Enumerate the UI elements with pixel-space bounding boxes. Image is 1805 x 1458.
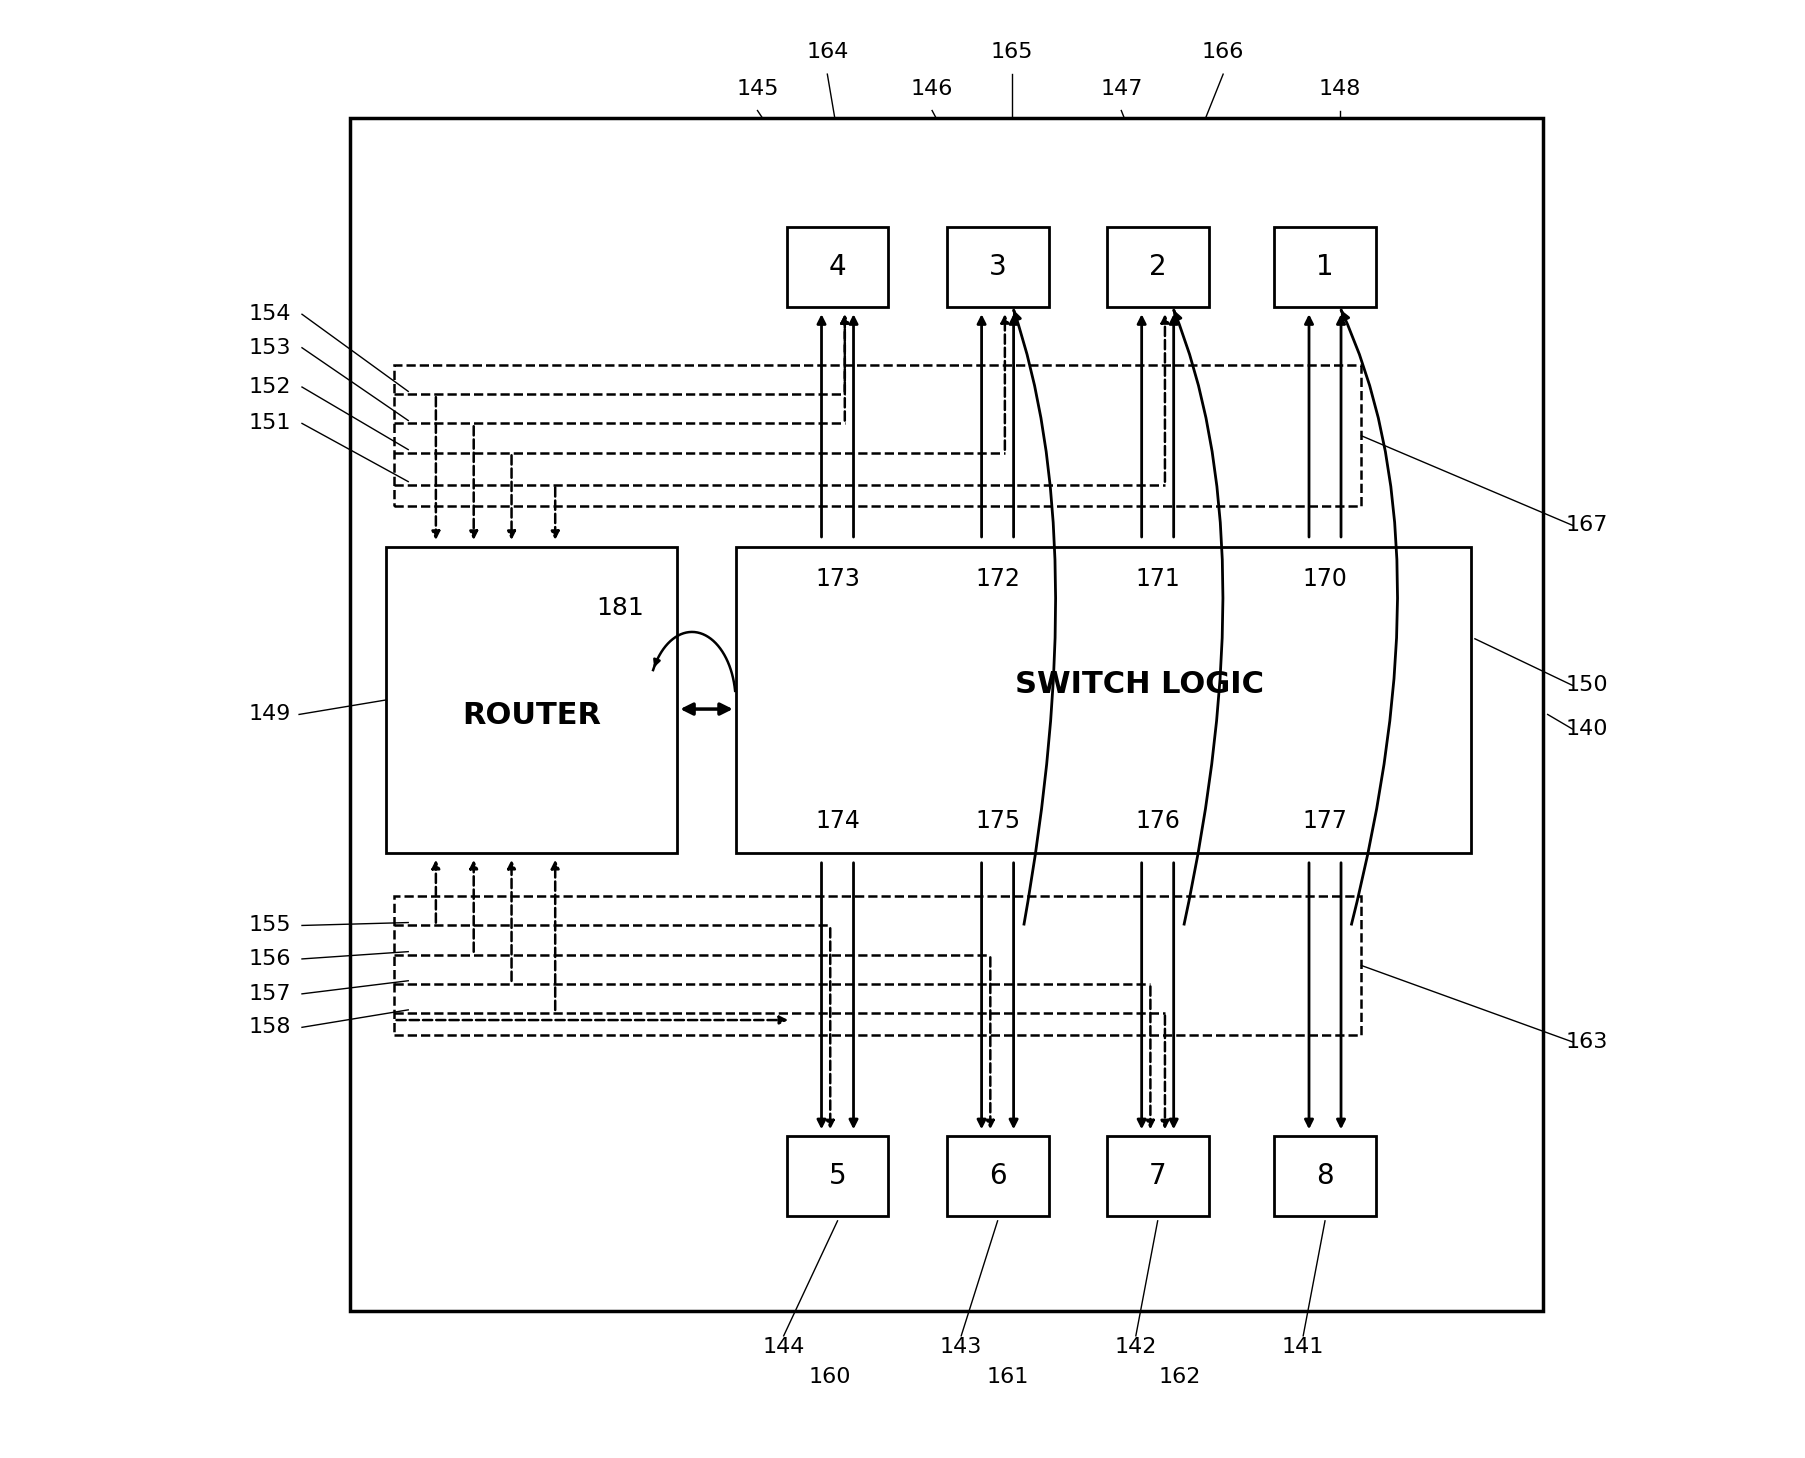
Text: 160: 160 [809, 1366, 850, 1387]
Bar [946, 227, 1049, 308]
Text: 166: 166 [1202, 42, 1244, 63]
Text: 171: 171 [1135, 567, 1179, 590]
Bar [946, 1136, 1049, 1216]
Text: 174: 174 [814, 809, 859, 833]
Text: 145: 145 [736, 79, 778, 99]
Text: 6: 6 [987, 1162, 1005, 1191]
Text: 158: 158 [249, 1018, 291, 1037]
Text: 1: 1 [1316, 254, 1334, 281]
Text: 2: 2 [1148, 254, 1166, 281]
Text: 150: 150 [1565, 675, 1608, 695]
Bar [1106, 1136, 1208, 1216]
Text: 149: 149 [249, 704, 291, 725]
Text: SWITCH LOGIC: SWITCH LOGIC [1014, 671, 1264, 700]
Text: 151: 151 [249, 414, 291, 433]
Bar [787, 1136, 888, 1216]
Text: 142: 142 [1114, 1337, 1157, 1357]
Text: 172: 172 [975, 567, 1020, 590]
Text: 165: 165 [991, 42, 1032, 63]
Text: 173: 173 [814, 567, 859, 590]
Text: 170: 170 [1301, 567, 1347, 590]
Text: 5: 5 [828, 1162, 847, 1191]
Text: 146: 146 [910, 79, 953, 99]
Text: 181: 181 [596, 596, 643, 620]
Text: 161: 161 [986, 1366, 1029, 1387]
Text: 153: 153 [249, 338, 291, 357]
Text: 175: 175 [975, 809, 1020, 833]
Bar [787, 227, 888, 308]
Text: 144: 144 [762, 1337, 805, 1357]
Text: 177: 177 [1301, 809, 1347, 833]
Text: 7: 7 [1148, 1162, 1166, 1191]
Text: 167: 167 [1565, 515, 1606, 535]
Bar [393, 364, 1361, 506]
Text: 3: 3 [987, 254, 1005, 281]
Text: 157: 157 [249, 984, 291, 1005]
Text: ROUTER: ROUTER [462, 701, 601, 729]
Bar [1273, 1136, 1375, 1216]
Text: 162: 162 [1157, 1366, 1200, 1387]
Bar [350, 118, 1543, 1311]
Text: 154: 154 [249, 305, 291, 324]
Text: 164: 164 [805, 42, 848, 63]
Text: 143: 143 [939, 1337, 982, 1357]
Text: 4: 4 [828, 254, 847, 281]
Text: 140: 140 [1565, 719, 1606, 739]
Bar [393, 897, 1361, 1035]
Text: 147: 147 [1099, 79, 1143, 99]
Bar [386, 547, 677, 853]
Text: 156: 156 [249, 949, 291, 970]
Text: 8: 8 [1316, 1162, 1334, 1191]
Text: 155: 155 [249, 916, 291, 936]
Text: 152: 152 [249, 378, 291, 397]
Text: 141: 141 [1282, 1337, 1323, 1357]
Bar [1106, 227, 1208, 308]
Text: 163: 163 [1565, 1032, 1606, 1051]
Bar [1273, 227, 1375, 308]
Bar [735, 547, 1469, 853]
Text: 176: 176 [1135, 809, 1179, 833]
Text: 148: 148 [1318, 79, 1359, 99]
